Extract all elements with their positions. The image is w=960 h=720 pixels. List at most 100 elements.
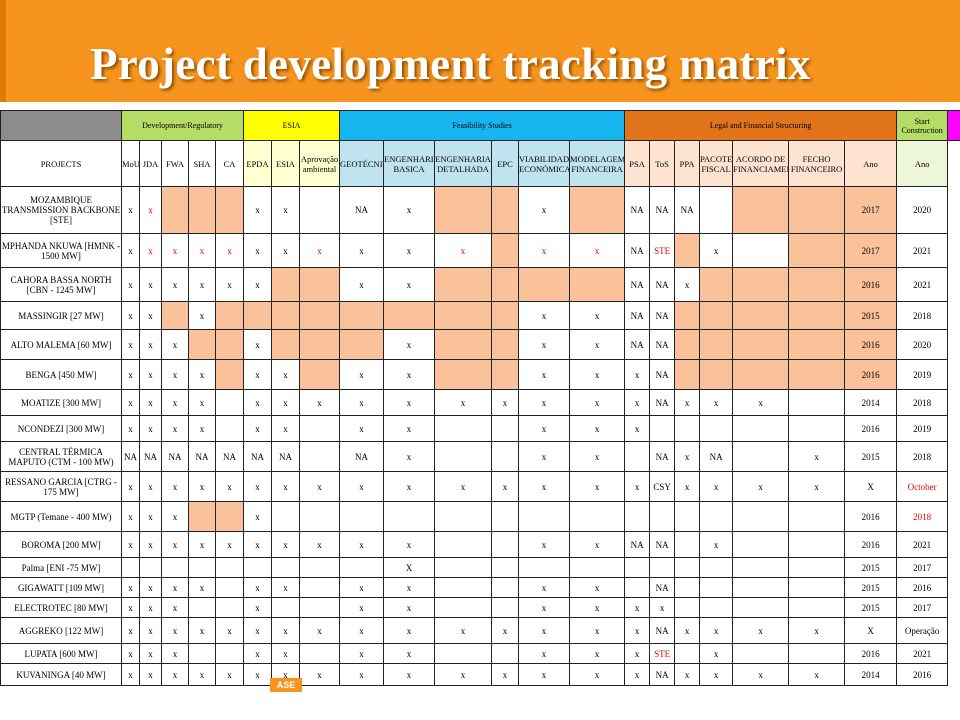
status-cell: x: [383, 471, 436, 502]
status-cell: x: [518, 577, 571, 598]
status-cell: x: [139, 471, 162, 502]
status-cell: 2015: [844, 441, 898, 472]
status-cell: NA: [624, 531, 651, 558]
status-cell: x: [699, 663, 734, 686]
project-name: ALTO MALEMA [60 MW]: [0, 329, 122, 360]
status-cell: x: [569, 415, 626, 442]
status-cell: x: [188, 577, 216, 598]
status-cell: 2021: [896, 531, 949, 558]
status-cell: x: [624, 617, 651, 644]
status-cell: [188, 597, 216, 618]
column-header: MoU: [121, 140, 140, 187]
status-cell: [491, 329, 520, 360]
status-cell: x: [518, 617, 571, 644]
status-cell: x: [434, 663, 493, 686]
status-cell: [271, 597, 300, 618]
status-cell: x: [569, 389, 626, 416]
status-cell: 2021: [896, 267, 949, 302]
status-cell: 2016: [844, 415, 898, 442]
group-header: Feasibility Studies: [339, 110, 626, 141]
status-cell: [188, 501, 216, 532]
status-cell: x: [161, 577, 189, 598]
status-cell: x: [271, 186, 300, 234]
status-cell: [788, 557, 846, 578]
status-cell: [383, 301, 436, 330]
status-cell: x: [732, 471, 790, 502]
status-cell: x: [699, 233, 734, 268]
status-cell: 2017: [844, 233, 898, 268]
status-cell: x: [271, 617, 300, 644]
project-name: MOATIZE [300 MW]: [0, 389, 122, 416]
status-cell: 2016: [844, 501, 898, 532]
status-cell: x: [139, 643, 162, 664]
column-header: GEOTÉCNICO: [339, 140, 385, 187]
status-cell: [271, 329, 300, 360]
status-cell: [732, 531, 790, 558]
status-cell: x: [271, 531, 300, 558]
status-cell: NA: [674, 186, 701, 234]
status-cell: x: [121, 643, 140, 664]
status-cell: [732, 577, 790, 598]
status-cell: [243, 557, 272, 578]
status-cell: x: [624, 415, 651, 442]
tracking-matrix: Development/Regulatory ESIA Feasibility St…: [0, 110, 960, 686]
status-cell: [215, 301, 244, 330]
column-header: Ano: [896, 140, 949, 187]
status-cell: x: [434, 617, 493, 644]
status-cell: x: [649, 597, 676, 618]
status-cell: x: [518, 441, 571, 472]
status-cell: x: [271, 415, 300, 442]
status-cell: [298, 643, 341, 664]
status-cell: x: [243, 329, 272, 360]
status-cell: x: [161, 471, 189, 502]
status-cell: x: [383, 441, 436, 472]
status-cell: x: [188, 233, 216, 268]
status-cell: x: [121, 617, 140, 644]
status-cell: x: [121, 389, 140, 416]
status-cell: x: [161, 531, 189, 558]
status-cell: x: [339, 531, 385, 558]
status-cell: x: [121, 471, 140, 502]
status-cell: [699, 415, 734, 442]
status-cell: [788, 359, 846, 390]
status-cell: x: [215, 617, 244, 644]
status-cell: [434, 441, 493, 472]
status-cell: x: [243, 577, 272, 598]
status-cell: [434, 643, 493, 664]
status-cell: [699, 301, 734, 330]
status-cell: [732, 267, 790, 302]
status-cell: x: [383, 577, 436, 598]
status-cell: x: [624, 389, 651, 416]
status-cell: x: [518, 471, 571, 502]
status-cell: [298, 441, 341, 472]
status-cell: x: [121, 663, 140, 686]
status-cell: x: [383, 415, 436, 442]
group-header: Development/Regulatory: [121, 110, 244, 141]
status-cell: x: [339, 663, 385, 686]
status-cell: [699, 329, 734, 360]
status-cell: 2015: [844, 597, 898, 618]
status-cell: x: [383, 186, 436, 234]
status-cell: [434, 329, 493, 360]
status-cell: X: [844, 471, 898, 502]
status-cell: [215, 577, 244, 598]
status-cell: 2018: [896, 441, 949, 472]
status-cell: [569, 501, 626, 532]
status-cell: x: [383, 643, 436, 664]
status-cell: x: [243, 186, 272, 234]
status-cell: NA: [339, 186, 385, 234]
table-row: MOATIZE [300 MW] x x x x x x x x x x x x x x NA x x x 2014 2…: [0, 389, 960, 416]
status-cell: [434, 267, 493, 302]
column-header: CA: [215, 140, 244, 187]
status-cell: X: [844, 617, 898, 644]
project-name: CENTRAL TÉRMICA MAPUTO (CTM - 100 MW): [0, 441, 122, 472]
status-cell: x: [243, 617, 272, 644]
status-cell: x: [732, 389, 790, 416]
status-cell: x: [569, 643, 626, 664]
project-name: ELECTROTEC [80 MW]: [0, 597, 122, 618]
column-header: EPDA: [243, 140, 272, 187]
status-cell: x: [569, 233, 626, 268]
status-cell: x: [518, 359, 571, 390]
status-cell: x: [339, 471, 385, 502]
status-cell: x: [243, 267, 272, 302]
